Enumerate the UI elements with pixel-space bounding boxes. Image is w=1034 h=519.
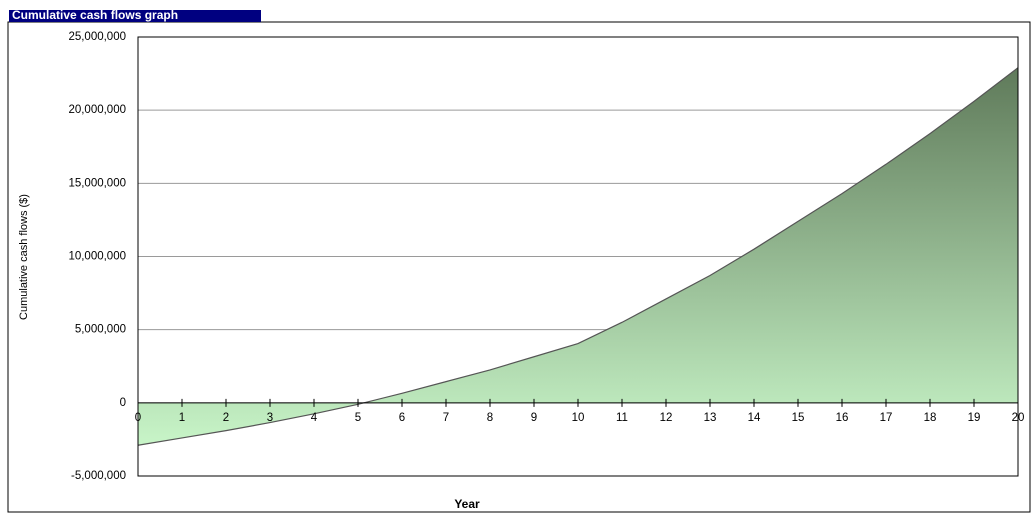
x-tick-label: 17	[880, 412, 893, 424]
x-tick-label: 20	[1012, 412, 1025, 424]
x-tick-label: 14	[748, 412, 761, 424]
x-tick-label: 7	[443, 412, 449, 424]
x-tick-label: 1	[179, 412, 185, 424]
title-bar	[9, 10, 261, 22]
x-tick-label: 9	[531, 412, 537, 424]
x-tick-label: 12	[660, 412, 673, 424]
x-axis-label: Year	[454, 497, 480, 511]
y-tick-label: 10,000,000	[68, 251, 126, 263]
x-tick-label: 4	[311, 412, 318, 424]
chart-title: Cumulative cash flows graph	[12, 8, 178, 22]
x-tick-label: 5	[355, 412, 361, 424]
area	[138, 67, 1018, 446]
y-tick-label: -5,000,000	[71, 470, 126, 482]
x-tick-label: 18	[924, 412, 937, 424]
y-tick-label: 5,000,000	[75, 324, 126, 336]
x-tick-label: 16	[836, 412, 849, 424]
x-tick-label: 19	[968, 412, 981, 424]
x-tick-label: 3	[267, 412, 273, 424]
x-tick-label: 2	[223, 412, 229, 424]
area-line	[137, 67, 1019, 446]
plot-border	[137, 36, 1019, 477]
y-axis-label: Cumulative cash flows ($)	[18, 194, 30, 320]
x-tick-label: 11	[616, 412, 628, 424]
x-tick-label: 13	[704, 412, 717, 424]
x-tick-label: 10	[572, 412, 585, 424]
x-tick-label: 0	[135, 412, 141, 424]
y-tick-label: 25,000,000	[68, 31, 126, 43]
y-tick-label: 15,000,000	[68, 177, 126, 189]
x-tick-label: 8	[487, 412, 493, 424]
y-tick-label: 0	[120, 397, 126, 409]
x-tick-label: 6	[399, 412, 405, 424]
x-tick-label: 15	[792, 412, 805, 424]
y-tick-label: 20,000,000	[68, 104, 126, 116]
